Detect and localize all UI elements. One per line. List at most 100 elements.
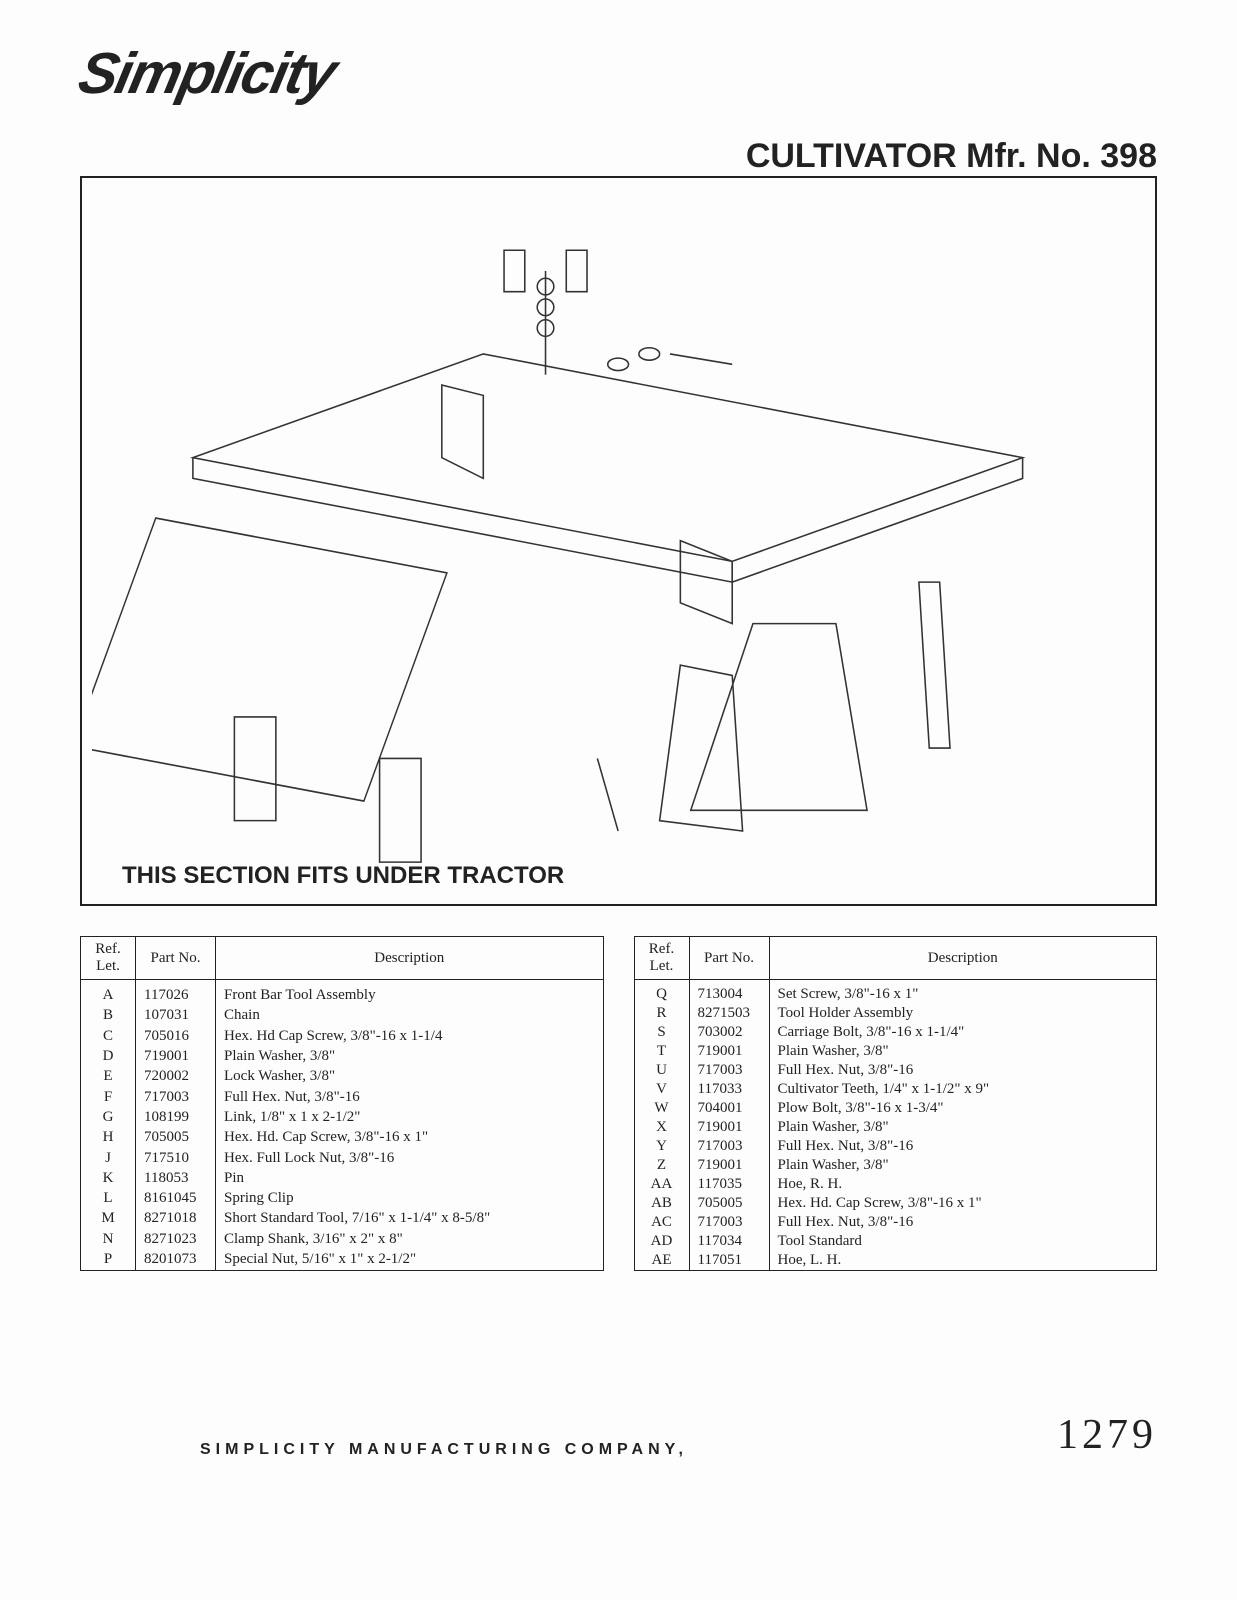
cell-desc: Hoe, R. H. [769,1175,1157,1194]
cell-part: 717003 [689,1213,769,1232]
cell-part: 8271503 [689,1004,769,1023]
cell-part: 117026 [136,980,216,1006]
table-row: AB705005Hex. Hd. Cap Screw, 3/8"-16 x 1" [634,1194,1157,1213]
cell-desc: Hex. Hd. Cap Screw, 3/8"-16 x 1" [216,1128,604,1148]
cell-part: 117035 [689,1175,769,1194]
cell-part: 107031 [136,1006,216,1026]
parts-tables: Ref. Let. Part No. Description A117026Fr… [80,936,1157,1271]
table-row: V117033Cultivator Teeth, 1/4" x 1-1/2" x… [634,1080,1157,1099]
cell-desc: Lock Washer, 3/8" [216,1067,604,1087]
table-row: R8271503Tool Holder Assembly [634,1004,1157,1023]
cell-desc: Plain Washer, 3/8" [769,1156,1157,1175]
cell-desc: Tool Standard [769,1232,1157,1251]
table-row: Z719001Plain Washer, 3/8" [634,1156,1157,1175]
col-desc: Description [216,937,604,980]
cell-part: 717003 [689,1061,769,1080]
cell-desc: Hex. Full Lock Nut, 3/8"-16 [216,1148,604,1168]
cell-ref: G [81,1107,136,1127]
table-row: C705016Hex. Hd Cap Screw, 3/8"-16 x 1-1/… [81,1026,604,1046]
cell-ref: W [634,1099,689,1118]
cell-desc: Full Hex. Nut, 3/8"-16 [769,1061,1157,1080]
col-ref: Ref. Let. [81,937,136,980]
col-desc: Description [769,937,1157,980]
table-row: T719001Plain Washer, 3/8" [634,1042,1157,1061]
cell-desc: Plain Washer, 3/8" [769,1042,1157,1061]
page-title: CULTIVATOR Mfr. No. 398 [80,137,1157,176]
cell-ref: V [634,1080,689,1099]
cell-part: 705005 [136,1128,216,1148]
cell-ref: X [634,1118,689,1137]
col-ref: Ref. Let. [634,937,689,980]
parts-table-right: Ref. Let. Part No. Description Q713004Se… [634,936,1158,1271]
diagram-caption: THIS SECTION FITS UNDER TRACTOR [122,862,564,890]
cell-desc: Hex. Hd. Cap Screw, 3/8"-16 x 1" [769,1194,1157,1213]
cell-part: 719001 [689,1042,769,1061]
table-row: H705005Hex. Hd. Cap Screw, 3/8"-16 x 1" [81,1128,604,1148]
table-row: W704001Plow Bolt, 3/8"-16 x 1-3/4" [634,1099,1157,1118]
footer: SIMPLICITY MANUFACTURING COMPANY, 1279 [80,1411,1157,1459]
cell-part: 8161045 [136,1189,216,1209]
cell-ref: L [81,1189,136,1209]
cell-part: 719001 [136,1046,216,1066]
cell-ref: D [81,1046,136,1066]
cell-desc: Spring Clip [216,1189,604,1209]
table-row: AE117051Hoe, L. H. [634,1251,1157,1271]
cell-part: 717003 [689,1137,769,1156]
cell-desc: Pin [216,1168,604,1188]
cell-desc: Chain [216,1006,604,1026]
table-row: S703002Carriage Bolt, 3/8"-16 x 1-1/4" [634,1023,1157,1042]
cell-part: 703002 [689,1023,769,1042]
cell-desc: Full Hex. Nut, 3/8"-16 [769,1137,1157,1156]
cell-part: 719001 [689,1156,769,1175]
cell-ref: N [81,1229,136,1249]
col-part: Part No. [136,937,216,980]
brand-logo: Simplicity [73,40,341,107]
table-row: L8161045Spring Clip [81,1189,604,1209]
cell-ref: A [81,980,136,1006]
table-row: AA117035Hoe, R. H. [634,1175,1157,1194]
cell-desc: Front Bar Tool Assembly [216,980,604,1006]
cell-part: 117034 [689,1232,769,1251]
table-row: D719001Plain Washer, 3/8" [81,1046,604,1066]
cell-part: 117033 [689,1080,769,1099]
cell-ref: B [81,1006,136,1026]
cell-ref: AC [634,1213,689,1232]
cell-ref: AA [634,1175,689,1194]
cell-desc: Carriage Bolt, 3/8"-16 x 1-1/4" [769,1023,1157,1042]
table-row: B107031Chain [81,1006,604,1026]
page-number: 1279 [1057,1411,1157,1459]
cell-part: 717510 [136,1148,216,1168]
table-row: Q713004Set Screw, 3/8"-16 x 1" [634,980,1157,1005]
cell-ref: T [634,1042,689,1061]
cell-part: 117051 [689,1251,769,1271]
cell-ref: AE [634,1251,689,1271]
table-row: E720002Lock Washer, 3/8" [81,1067,604,1087]
cell-desc: Full Hex. Nut, 3/8"-16 [216,1087,604,1107]
company-name: SIMPLICITY MANUFACTURING COMPANY, [200,1441,688,1459]
cell-part: 118053 [136,1168,216,1188]
cell-desc: Link, 1/8" x 1 x 2-1/2" [216,1107,604,1127]
cell-ref: Y [634,1137,689,1156]
table-row: Y717003Full Hex. Nut, 3/8"-16 [634,1137,1157,1156]
cell-part: 717003 [136,1087,216,1107]
cell-desc: Clamp Shank, 3/16" x 2" x 8" [216,1229,604,1249]
table-row: K118053Pin [81,1168,604,1188]
exploded-diagram: THIS SECTION FITS UNDER TRACTOR [80,176,1157,906]
cell-ref: U [634,1061,689,1080]
table-row: N8271023Clamp Shank, 3/16" x 2" x 8" [81,1229,604,1249]
assembly-line-art [92,188,1165,914]
table-row: A117026Front Bar Tool Assembly [81,980,604,1006]
table-row: U717003Full Hex. Nut, 3/8"-16 [634,1061,1157,1080]
cell-ref: Q [634,980,689,1005]
cell-ref: Z [634,1156,689,1175]
cell-desc: Plain Washer, 3/8" [216,1046,604,1066]
cell-ref: P [81,1249,136,1270]
cell-ref: K [81,1168,136,1188]
col-part: Part No. [689,937,769,980]
cell-part: 720002 [136,1067,216,1087]
cell-desc: Hex. Hd Cap Screw, 3/8"-16 x 1-1/4 [216,1026,604,1046]
cell-desc: Full Hex. Nut, 3/8"-16 [769,1213,1157,1232]
cell-part: 8271023 [136,1229,216,1249]
table-row: F717003Full Hex. Nut, 3/8"-16 [81,1087,604,1107]
cell-ref: J [81,1148,136,1168]
